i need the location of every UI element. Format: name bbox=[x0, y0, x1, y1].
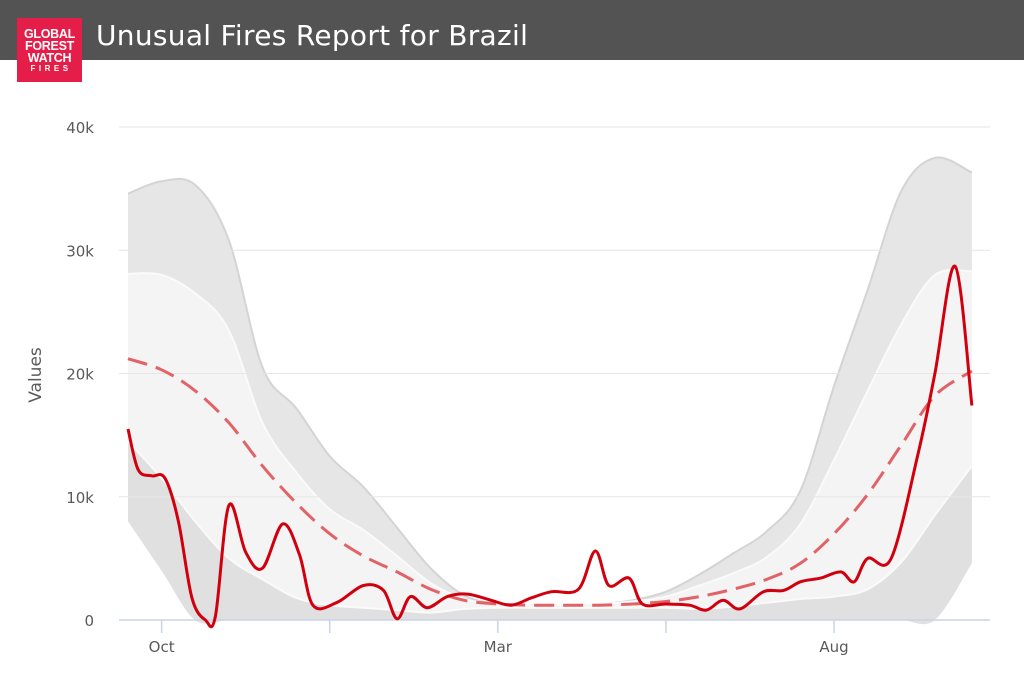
page-title: Unusual Fires Report for Brazil bbox=[96, 19, 529, 52]
logo-line-4: FIRES bbox=[30, 63, 72, 73]
logo-line-3: WATCH bbox=[27, 50, 72, 65]
series-lines bbox=[126, 264, 974, 629]
x-tick-label: Mar bbox=[484, 638, 513, 656]
average-line bbox=[127, 357, 973, 607]
outer-band-upper-area bbox=[128, 157, 972, 606]
confidence-bands bbox=[127, 156, 973, 625]
y-tick-label: 20k bbox=[66, 366, 94, 384]
inner-band-area bbox=[128, 269, 972, 613]
axes: 0 10k 20k 30k 40k Oct Mar Aug bbox=[66, 119, 848, 656]
outer-band-lower-area bbox=[128, 441, 972, 625]
y-tick-label: 0 bbox=[84, 612, 94, 630]
y-axis-title: Values bbox=[26, 347, 46, 403]
gfw-fires-logo[interactable]: GLOBAL FOREST WATCH FIRES bbox=[17, 18, 82, 82]
y-tick-label: 40k bbox=[66, 119, 94, 137]
fires-chart: 0 10k 20k 30k 40k Oct Mar Aug Values bbox=[26, 119, 990, 656]
y-tick-label: 10k bbox=[66, 489, 94, 507]
current-year-line bbox=[126, 264, 974, 629]
logo-line-1: GLOBAL bbox=[24, 26, 75, 41]
x-tick-label: Oct bbox=[149, 638, 175, 656]
y-tick-label: 30k bbox=[66, 242, 94, 260]
grid-lines bbox=[119, 126, 990, 621]
x-tick-label: Aug bbox=[819, 638, 848, 656]
inner-band-lower-edge bbox=[127, 440, 973, 614]
logo-line-2: FOREST bbox=[25, 38, 74, 53]
header-bar bbox=[0, 0, 1024, 60]
